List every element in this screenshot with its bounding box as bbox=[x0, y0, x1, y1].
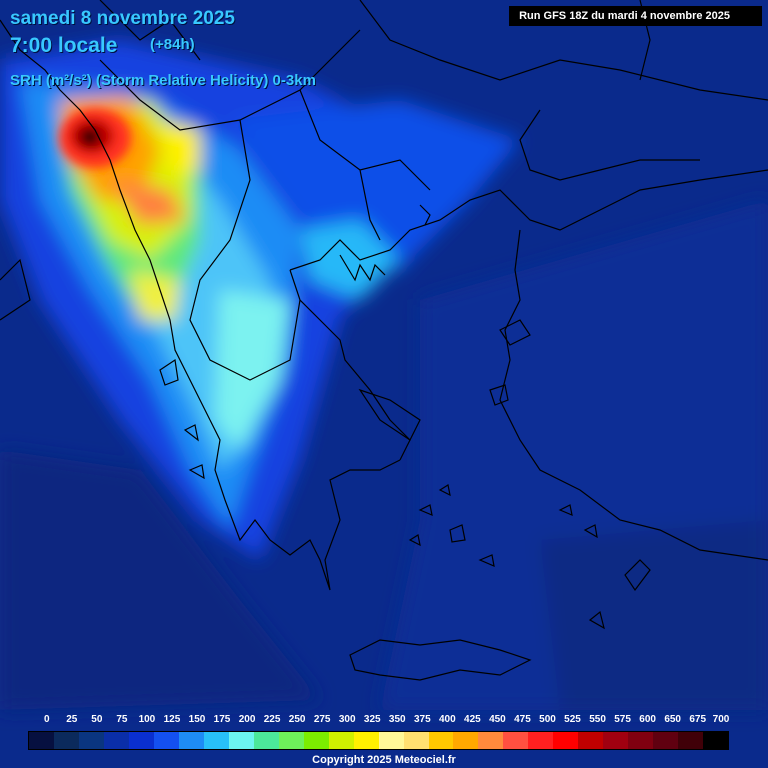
legend-swatch bbox=[378, 732, 404, 749]
legend-labels: 0 25 50 75 100 125 150 175 200 225 250 275 300 325 350… bbox=[28, 714, 730, 728]
legend-label: 125 bbox=[163, 714, 181, 725]
legend-swatch bbox=[278, 732, 304, 749]
legend-label: 225 bbox=[263, 714, 281, 725]
legend-label: 675 bbox=[689, 714, 707, 725]
legend-label: 200 bbox=[238, 714, 256, 725]
legend-label: 25 bbox=[66, 714, 78, 725]
legend-label: 325 bbox=[363, 714, 381, 725]
legend-label: 600 bbox=[639, 714, 656, 725]
legend-color-scale bbox=[28, 731, 729, 750]
legend-swatch bbox=[53, 732, 79, 749]
legend-swatch bbox=[103, 732, 129, 749]
copyright: Copyright 2025 Meteociel.fr bbox=[312, 754, 456, 766]
legend-label: 650 bbox=[664, 714, 681, 725]
legend-swatch bbox=[403, 732, 429, 749]
forecast-date: samedi 8 novembre 2025 bbox=[10, 8, 235, 29]
run-info: Run GFS 18Z du mardi 4 novembre 2025 bbox=[509, 6, 762, 26]
legend-label: 700 bbox=[712, 714, 730, 725]
legend-swatch bbox=[303, 732, 329, 749]
legend-label: 0 bbox=[43, 714, 50, 725]
legend-swatch bbox=[128, 732, 154, 749]
legend-label: 525 bbox=[564, 714, 581, 725]
legend-swatch bbox=[628, 732, 654, 749]
parameter-title: SRH (m²/s²) (Storm Relative Helicity) 0-… bbox=[10, 72, 316, 89]
legend-label: 450 bbox=[489, 714, 506, 725]
legend-label: 550 bbox=[589, 714, 606, 725]
legend-label: 425 bbox=[464, 714, 481, 725]
legend-swatch bbox=[678, 732, 704, 749]
legend-swatch bbox=[153, 732, 179, 749]
legend-label: 300 bbox=[338, 714, 356, 725]
legend-swatch bbox=[253, 732, 279, 749]
legend-label: 475 bbox=[514, 714, 531, 725]
legend-swatch bbox=[328, 732, 354, 749]
legend-swatch bbox=[653, 732, 679, 749]
legend-label: 175 bbox=[213, 714, 231, 725]
legend-swatch bbox=[553, 732, 579, 749]
coastlines-and-borders bbox=[0, 0, 768, 681]
legend-swatch bbox=[353, 732, 379, 749]
legend-swatch bbox=[478, 732, 504, 749]
legend-swatch bbox=[528, 732, 554, 749]
local-time: 7:00 locale bbox=[10, 34, 118, 57]
legend-label: 400 bbox=[439, 714, 456, 725]
legend-label: 50 bbox=[91, 714, 103, 725]
legend-swatch bbox=[453, 732, 479, 749]
legend-swatch bbox=[228, 732, 254, 749]
legend-swatch bbox=[203, 732, 229, 749]
forecast-offset: (+84h) bbox=[150, 36, 195, 53]
legend-label: 250 bbox=[288, 714, 306, 725]
legend-label: 100 bbox=[138, 714, 156, 725]
legend-swatch bbox=[29, 732, 54, 749]
legend-swatch bbox=[503, 732, 529, 749]
legend-swatch bbox=[603, 732, 629, 749]
legend-label: 350 bbox=[388, 714, 406, 725]
legend-swatch bbox=[178, 732, 204, 749]
legend-label: 375 bbox=[413, 714, 431, 725]
legend-label: 275 bbox=[313, 714, 331, 725]
legend-swatch bbox=[703, 732, 729, 749]
helicity-field bbox=[0, 40, 768, 710]
legend-swatch bbox=[428, 732, 454, 749]
helicity-core bbox=[59, 108, 131, 168]
legend-label: 75 bbox=[116, 714, 128, 725]
legend-label: 500 bbox=[539, 714, 556, 725]
legend-label: 575 bbox=[614, 714, 631, 725]
legend-label: 150 bbox=[188, 714, 206, 725]
legend-swatch bbox=[578, 732, 604, 749]
legend-swatch bbox=[78, 732, 104, 749]
